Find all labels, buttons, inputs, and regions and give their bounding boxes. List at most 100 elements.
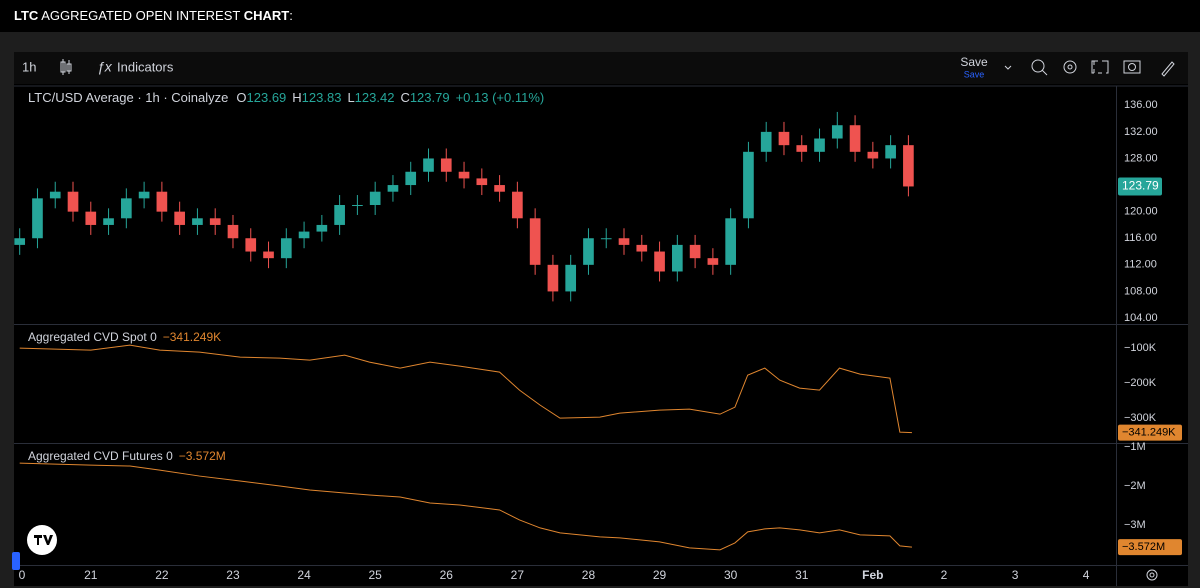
candle-body [192, 218, 203, 225]
candle-body [707, 258, 719, 265]
candle-body [227, 224, 239, 239]
price-tag [1118, 177, 1162, 196]
y-tick-label: 108.00 [1124, 285, 1158, 297]
candle-body [103, 218, 114, 225]
y-tick-label: −3M [1124, 519, 1146, 531]
x-tick-label: 21 [84, 568, 98, 582]
legend-h: H [292, 90, 301, 105]
candle-body [583, 238, 594, 265]
main-legend: LTC/USD Average · 1h · Coinalyze O123.69 H… [28, 90, 544, 105]
series-name: Aggregated CVD Spot 0 [28, 330, 157, 344]
toolbar-icons[interactable] [1031, 59, 1175, 77]
candle-body [494, 185, 505, 192]
legend-change: +0.13 (+0.11%) [456, 90, 545, 105]
y-tick-label: −1M [1124, 441, 1146, 453]
candle-body [85, 211, 97, 225]
candle-body [138, 191, 150, 199]
candle-body [245, 238, 257, 252]
y-tick-label: −200K [1124, 377, 1157, 389]
candle-body [743, 151, 754, 219]
candle-body [209, 218, 221, 225]
x-tick-label: 0 [19, 568, 26, 582]
header-lead: LTC [14, 8, 39, 23]
header-text: AGGREGATED OPEN INTEREST [38, 8, 244, 23]
x-tick-label: 31 [795, 568, 809, 582]
candle-body [387, 185, 399, 192]
candle-body [280, 238, 292, 259]
candle-body [849, 125, 861, 152]
fx-icon: ƒx [97, 59, 113, 75]
pane-plot [19, 462, 913, 551]
x-tick-label: 22 [155, 568, 169, 582]
legend-o: O [236, 90, 246, 105]
legend-c: C [400, 90, 409, 105]
legend-close: 123.79 [410, 90, 450, 105]
x-tick-label: 30 [724, 568, 738, 582]
series-name: Aggregated CVD Futures 0 [28, 449, 173, 463]
x-tick-label: 27 [511, 568, 525, 582]
candle-body [636, 244, 648, 252]
candle-body [121, 198, 132, 219]
x-tick-label: Feb [862, 568, 883, 582]
legend-open: 123.69 [247, 90, 287, 105]
price-tag-label: 123.79 [1122, 179, 1159, 193]
x-tick-label: 26 [440, 568, 454, 582]
candle-body [831, 125, 843, 139]
pane-legend: Aggregated CVD Spot 0 −341.249K [28, 330, 221, 344]
cvd-line [19, 344, 912, 434]
candle-body [440, 158, 452, 172]
candle-body [672, 244, 683, 272]
y-tick-label: 120.00 [1124, 206, 1158, 218]
save-menu-icon[interactable] [1004, 65, 1012, 70]
candle-type-icon[interactable] [60, 59, 72, 75]
side-tab[interactable] [12, 552, 20, 570]
value-tag-label: −341.249K [1122, 426, 1176, 438]
candle-body [476, 178, 488, 186]
candle-body [760, 131, 772, 152]
candle-body [903, 145, 914, 187]
candle-body [67, 191, 79, 212]
page-header: LTC AGGREGATED OPEN INTEREST CHART: [0, 0, 1200, 32]
legend-low: 123.42 [355, 90, 395, 105]
y-tick-label: 112.00 [1124, 259, 1157, 271]
y-tick-label: 104.00 [1124, 312, 1158, 324]
series-last: −3.572M [179, 449, 226, 463]
x-tick-label: 29 [653, 568, 667, 582]
toolbar [14, 52, 1188, 84]
candle-body [867, 151, 879, 159]
tv-logo [27, 525, 57, 555]
interval-button[interactable]: 1h [22, 59, 36, 74]
x-tick-label: 25 [368, 568, 382, 582]
candle-body [814, 138, 825, 152]
value-tag [1118, 539, 1182, 556]
x-tick-label: 3 [1012, 568, 1019, 582]
candle-body [174, 211, 185, 225]
candle-body [725, 218, 736, 265]
x-tick-label: 28 [582, 568, 596, 582]
candle-body [369, 191, 381, 205]
candle-body [547, 264, 559, 292]
candle-body [796, 145, 808, 152]
candle-body [352, 205, 363, 206]
pane-plot [19, 344, 912, 434]
candle-body [689, 244, 701, 259]
save-status: Save [964, 69, 985, 79]
legend-high: 123.83 [302, 90, 342, 105]
settings-icon[interactable] [1146, 569, 1158, 581]
pane-legend: Aggregated CVD Futures 0 −3.572M [28, 449, 226, 463]
candle-body [654, 251, 665, 272]
save-button[interactable]: Save [960, 55, 988, 69]
candle-body [458, 171, 470, 179]
candle-body [512, 191, 523, 219]
y-tick-label: −2M [1124, 480, 1146, 492]
indicators-button[interactable]: Indicators [117, 59, 174, 74]
x-tick-label: 2 [941, 568, 948, 582]
candle-body [423, 158, 434, 172]
legend-title: LTC/USD Average · 1h · Coinalyze [28, 90, 228, 105]
candle-body [618, 238, 630, 245]
candle-body [885, 145, 896, 159]
candle-body [298, 231, 310, 239]
candle-body [778, 131, 790, 146]
header-bold: CHART [243, 8, 290, 23]
series-last: −341.249K [163, 330, 221, 344]
